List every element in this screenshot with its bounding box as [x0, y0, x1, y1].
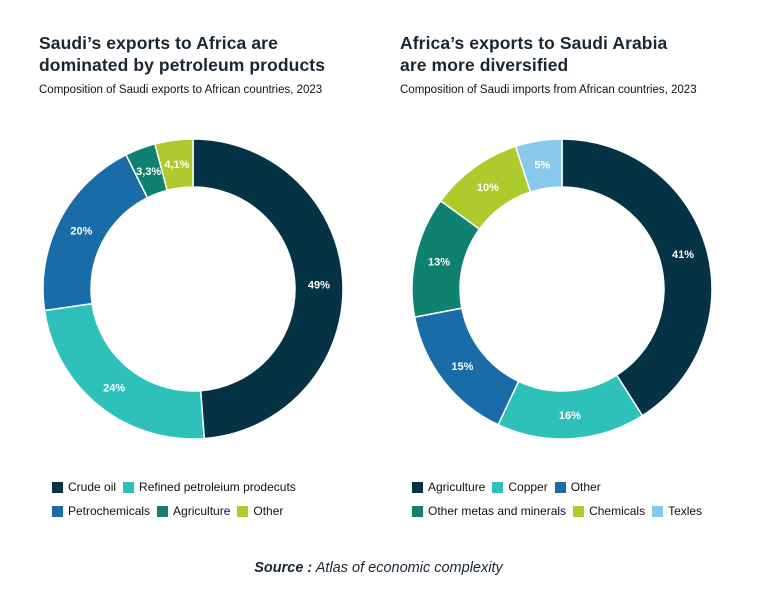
legend-item-texles: Texles — [652, 504, 702, 518]
chart-title-line-1: Saudi’s exports to Africa are — [39, 33, 278, 53]
legend-row: Other metas and minerals Chemicals Texles — [412, 504, 709, 518]
chart-panel-african-exports: Africa’s exports to Saudi Arabia are mor… — [360, 0, 757, 540]
legend-swatch — [412, 505, 423, 517]
donut-chart: 49% 24% 20% 3,3%4,1% — [42, 138, 344, 440]
donut-slice-refined-petroleium-prodecuts — [43, 302, 206, 440]
slice-label-texles: 5% — [534, 160, 550, 172]
legend-item-agriculture: Agriculture — [157, 504, 230, 518]
legend-label: Agriculture — [173, 504, 231, 518]
legend-label: Copper — [508, 480, 548, 494]
slice-label-refined-petroleium-prodecuts: 24% — [103, 382, 125, 394]
slice-label-agriculture: 3,3% — [136, 166, 161, 178]
legend-label: Chemicals — [589, 504, 646, 518]
legend-swatch — [123, 481, 135, 493]
legend-row: Petrochemicals Agriculture Other — [52, 504, 290, 518]
slice-label-crude-oil: 49% — [308, 279, 330, 291]
legend-swatch — [573, 505, 585, 517]
chart-title-line-2: dominated by petroleum products — [39, 55, 326, 75]
legend-swatch — [52, 505, 63, 517]
donut-slice-texles — [514, 138, 563, 193]
legend-item-chemicals: Chemicals — [573, 504, 645, 518]
legend-label: Other metas and minerals — [428, 504, 567, 518]
slice-label-other: 4,1% — [164, 159, 189, 171]
donut-slice-copper — [497, 374, 644, 440]
legend-swatch — [237, 505, 249, 517]
slice-label-agriculture: 41% — [672, 249, 694, 261]
legend-label: Texles — [668, 504, 703, 518]
legend-item-petrochemicals: Petrochemicals — [52, 504, 150, 518]
slice-label-chemicals: 10% — [477, 182, 499, 194]
chart-title-line-1: Africa’s exports to Saudi Arabia — [400, 33, 668, 53]
chart-title: Saudi’s exports to Africa are dominated … — [39, 32, 325, 76]
chart-subtitle: Composition of Saudi exports to African … — [39, 84, 323, 96]
legend-label: Petrochemicals — [68, 504, 151, 518]
legend-item-other: Other — [554, 480, 601, 494]
source-note: Source : Atlas of economic complexity — [0, 560, 757, 576]
legend-item-other-metas-and-minerals: Other metas and minerals — [412, 504, 566, 518]
donut-slice-crude-oil — [192, 138, 344, 440]
donut-slice-other — [154, 138, 194, 192]
legend-item-other: Other — [237, 504, 283, 518]
legend-label: Other — [253, 504, 284, 518]
source-label: Source : — [254, 560, 313, 576]
legend-swatch — [412, 481, 423, 493]
legend-item-copper: Copper — [492, 480, 548, 494]
slice-label-copper: 16% — [559, 410, 581, 422]
legend-swatch — [554, 481, 566, 493]
slice-label-other-metas-and-minerals: 13% — [428, 257, 450, 269]
slice-label-petrochemicals: 20% — [70, 226, 92, 238]
legend-label: Crude oil — [68, 480, 117, 494]
donut-slice-petrochemicals — [42, 153, 149, 312]
chart-subtitle: Composition of Saudi imports from Africa… — [400, 84, 697, 96]
slice-label-other: 15% — [451, 361, 473, 373]
source-text: Atlas of economic complexity — [315, 560, 503, 576]
legend-row: Crude oil Refined petroleium prodecuts — [52, 480, 303, 494]
legend-row: Agriculture Copper Other — [412, 480, 608, 494]
legend-label: Refined petroleium prodecuts — [139, 480, 296, 494]
legend-label: Agriculture — [428, 480, 486, 494]
legend-swatch — [157, 505, 169, 517]
legend-item-crude-oil: Crude oil — [52, 480, 116, 494]
legend-swatch — [492, 481, 504, 493]
donut-chart: 41% 16% 15% 13% 10% 5% — [411, 138, 713, 440]
chart-title: Africa’s exports to Saudi Arabia are mor… — [400, 32, 667, 76]
legend-item-refined-petroleium-prodecuts: Refined petroleium prodecuts — [123, 480, 296, 494]
legend-label: Other — [570, 480, 601, 494]
legend-swatch — [652, 505, 664, 517]
chart-panel-saudi-exports: Saudi’s exports to Africa are dominated … — [0, 0, 360, 540]
chart-title-line-2: are more diversified — [400, 55, 569, 75]
donut-slice-agriculture — [561, 138, 713, 417]
legend-item-agriculture: Agriculture — [412, 480, 485, 494]
legend-swatch — [52, 481, 63, 493]
